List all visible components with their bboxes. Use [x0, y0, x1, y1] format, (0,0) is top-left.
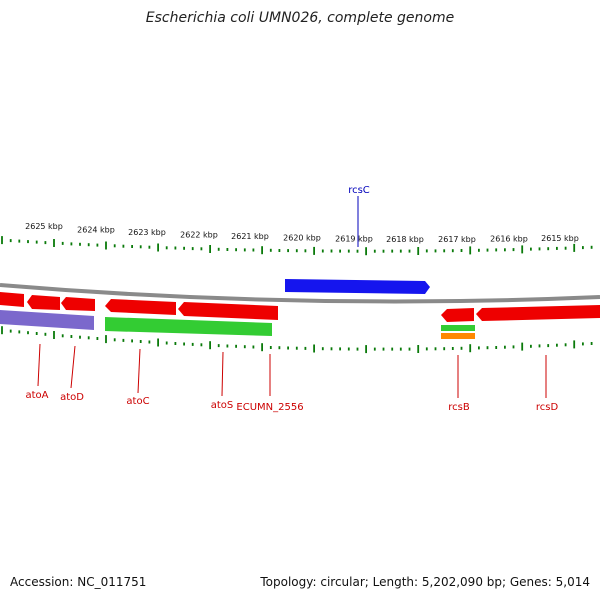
scale-label: 2622 kbp [180, 230, 218, 239]
genome-summary-text: Topology: circular; Length: 5,202,090 bp… [260, 575, 590, 589]
gene-label-rcsC[interactable]: rcsC [348, 185, 370, 196]
accession-text: Accession: NC_011751 [10, 575, 147, 589]
top-tick-ruler [1, 236, 593, 256]
gene-label-atoS[interactable]: atoS [211, 400, 234, 411]
scale-label: 2616 kbp [490, 235, 528, 244]
feature-purple-track[interactable] [0, 310, 94, 330]
feature-green-atoC-track[interactable] [105, 317, 272, 336]
gene-atoD-arrow[interactable] [61, 297, 95, 311]
scale-label: 2623 kbp [128, 228, 166, 237]
gene-atoS-arrow[interactable] [178, 302, 278, 320]
atoD-leader-line [70, 345, 76, 389]
scale-label: 2618 kbp [386, 235, 424, 244]
scale-label: 2624 kbp [77, 225, 115, 234]
scale-label: 2615 kbp [541, 234, 579, 243]
gene-label-ECUMN_2556[interactable]: ECUMN_2556 [236, 402, 303, 413]
gene-label-atoD[interactable]: atoD [60, 392, 84, 403]
gene-atoC-arrow[interactable] [105, 299, 176, 315]
scale-label: 2621 kbp [231, 232, 269, 241]
genome-backbone [0, 283, 600, 304]
gene-label-atoC[interactable]: atoC [126, 396, 149, 407]
feature-orange-rcsB-track[interactable] [441, 333, 475, 339]
scale-label: 2620 kbp [283, 234, 321, 243]
bottom-tick-ruler [1, 326, 593, 354]
scale-label: 2625 kbp [25, 222, 63, 231]
scale-labels: 2625 kbp 2624 kbp 2623 kbp 2622 kbp 2621 kbp… [25, 222, 579, 244]
gene-rcsD-arrow[interactable] [476, 305, 600, 321]
gene-rcsC-arrow[interactable] [285, 279, 430, 294]
atoA-leader-line [37, 343, 41, 387]
gene-label-rcsB[interactable]: rcsB [448, 402, 470, 413]
gene-rcsB-arrow[interactable] [441, 308, 474, 322]
atoC-leader-line [137, 348, 141, 394]
gene-atoB-partial-arrow[interactable] [0, 292, 24, 307]
gene-label-atoA[interactable]: atoA [25, 390, 48, 401]
gene-label-rcsD[interactable]: rcsD [536, 402, 559, 413]
map-title: Escherichia coli UMN026, complete genome [145, 10, 455, 26]
gene-atoA-arrow[interactable] [27, 295, 60, 310]
atoS-leader-line [221, 351, 224, 397]
scale-label: 2617 kbp [438, 235, 476, 244]
feature-green-rcsB-track[interactable] [441, 325, 475, 331]
scale-label: 2619 kbp [335, 235, 373, 244]
